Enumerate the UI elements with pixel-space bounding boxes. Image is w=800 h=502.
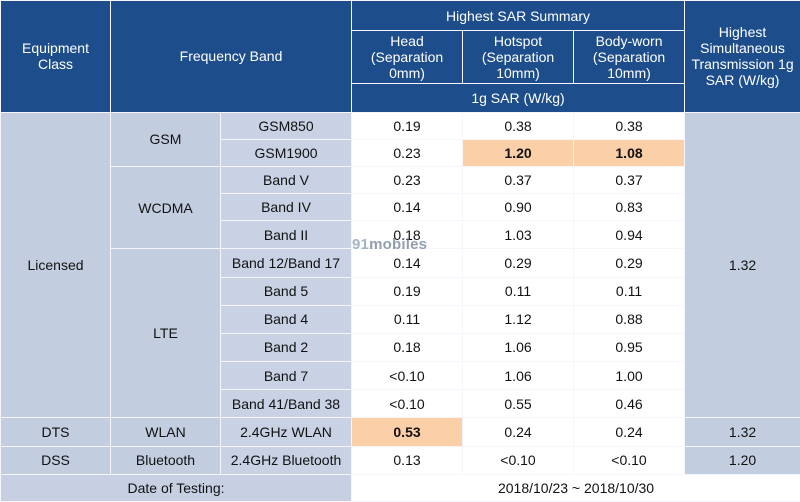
hotspot-value: 0.38 [462, 111, 575, 140]
body-value: 0.88 [573, 304, 686, 334]
class-dts: DTS [0, 417, 111, 447]
band-cell: Band II [219, 220, 353, 250]
head-header: Head (Separation 0mm) [351, 30, 464, 85]
group-wlan: WLAN [110, 417, 221, 447]
hotspot-value: 0.11 [462, 276, 575, 306]
table-row: Band 41/Band 38 <0.10 0.55 0.46 [1, 389, 800, 419]
date-of-testing-value: 2018/10/23 ~ 2018/10/30 [351, 473, 800, 502]
head-value: 0.18 [351, 220, 464, 250]
head-value: 0.19 [351, 276, 464, 306]
hotspot-value: 1.12 [462, 304, 575, 334]
band-cell: 2.4GHz WLAN [219, 417, 353, 447]
band-cell: Band V [219, 165, 353, 195]
table-row: DTS WLAN 2.4GHz WLAN 0.53 0.24 0.24 1.32 [0, 417, 800, 447]
body-value-highlight: 1.08 [573, 138, 686, 167]
band-cell: Band 41/Band 38 [219, 389, 353, 419]
group-gsm: GSM [110, 111, 221, 167]
head-value-highlight: 0.53 [351, 417, 464, 447]
unit-header: 1g SAR (W/kg) [351, 83, 686, 113]
table-row: DSS Bluetooth 2.4GHz Bluetooth 0.13 <0.1… [0, 445, 800, 475]
band-cell: Band 5 [219, 276, 353, 306]
hotspot-value: 0.29 [462, 248, 575, 278]
table-row: Band 7 <0.10 1.06 1.00 [1, 361, 800, 391]
head-value: 0.23 [351, 165, 464, 195]
band-cell: 2.4GHz Bluetooth [219, 445, 353, 475]
simultaneous-licensed: 1.32 [684, 111, 800, 419]
band-cell: GSM1900 [219, 138, 353, 167]
body-value: 0.37 [573, 165, 686, 195]
head-value: 0.13 [351, 445, 464, 475]
table-row: WCDMA Band V 0.23 0.37 0.37 [1, 165, 800, 250]
group-wcdma: WCDMA [110, 165, 221, 250]
body-worn-header: Body-worn (Separation 10mm) [573, 30, 686, 85]
equipment-class-header: Equipment Class [0, 0, 111, 113]
body-value: <0.10 [573, 445, 686, 475]
group-lte: LTE [110, 248, 221, 419]
body-value: 0.38 [573, 111, 686, 140]
table-row: Band IV 0.14 0.90 0.83 [1, 193, 800, 222]
band-cell: GSM850 [219, 111, 353, 140]
simultaneous-dts: 1.32 [684, 417, 800, 447]
body-value: 1.00 [573, 361, 686, 391]
hotspot-header: Hotspot (Separation 10mm) [462, 30, 575, 85]
hotspot-value: 0.37 [462, 165, 575, 195]
head-value: 0.14 [351, 193, 464, 222]
table-row: GSM1900 0.23 1.20 1.08 [1, 138, 800, 167]
body-value: 0.46 [573, 389, 686, 419]
table-row: LTE Band 12/Band 17 0.14 0.29 0.29 [1, 248, 800, 419]
class-licensed: Licensed [0, 111, 111, 419]
table-row: Licensed GSM GSM850 0.19 0.38 0.38 1.32 [0, 111, 800, 419]
table-row: Band 5 0.19 0.11 0.11 [1, 276, 800, 306]
sar-summary-title: Highest SAR Summary [351, 0, 686, 32]
hotspot-value: 0.24 [462, 417, 575, 447]
body-value: 0.29 [573, 248, 686, 278]
band-cell: Band 4 [219, 304, 353, 334]
frequency-band-header: Frequency Band [109, 0, 353, 113]
head-value: 0.14 [351, 248, 464, 278]
footer-row: Date of Testing: 2018/10/23 ~ 2018/10/30 [0, 473, 800, 502]
date-of-testing-label: Date of Testing: [0, 473, 353, 502]
hotspot-value: 1.06 [462, 332, 575, 363]
group-bluetooth: Bluetooth [110, 445, 221, 475]
head-value: 0.18 [351, 332, 464, 363]
head-value: 0.19 [351, 111, 464, 140]
body-value: 0.11 [573, 276, 686, 306]
head-value: 0.23 [351, 138, 464, 167]
hotspot-value-highlight: 1.20 [462, 138, 575, 167]
body-value: 0.95 [573, 332, 686, 363]
table-row: Band II 0.18 1.03 0.94 [1, 220, 800, 250]
body-value: 0.94 [573, 220, 686, 250]
head-value: 0.11 [351, 304, 464, 334]
class-dss: DSS [0, 445, 111, 475]
body-value: 0.24 [573, 417, 686, 447]
head-value: <0.10 [351, 361, 464, 391]
hotspot-value: 1.06 [462, 361, 575, 391]
band-cell: Band IV [219, 193, 353, 222]
body-value: 0.83 [573, 193, 686, 222]
hotspot-value: 0.90 [462, 193, 575, 222]
band-cell: Band 2 [219, 332, 353, 363]
head-value: <0.10 [351, 389, 464, 419]
hotspot-value: <0.10 [462, 445, 575, 475]
band-cell: Band 12/Band 17 [219, 248, 353, 278]
simultaneous-dss: 1.20 [684, 445, 800, 475]
hotspot-value: 0.55 [462, 389, 575, 419]
table-row: Band 2 0.18 1.06 0.95 [1, 332, 800, 363]
simultaneous-header: Highest Simultaneous Transmission 1g SAR… [684, 0, 800, 113]
band-cell: Band 7 [219, 361, 353, 391]
hotspot-value: 1.03 [462, 220, 575, 250]
